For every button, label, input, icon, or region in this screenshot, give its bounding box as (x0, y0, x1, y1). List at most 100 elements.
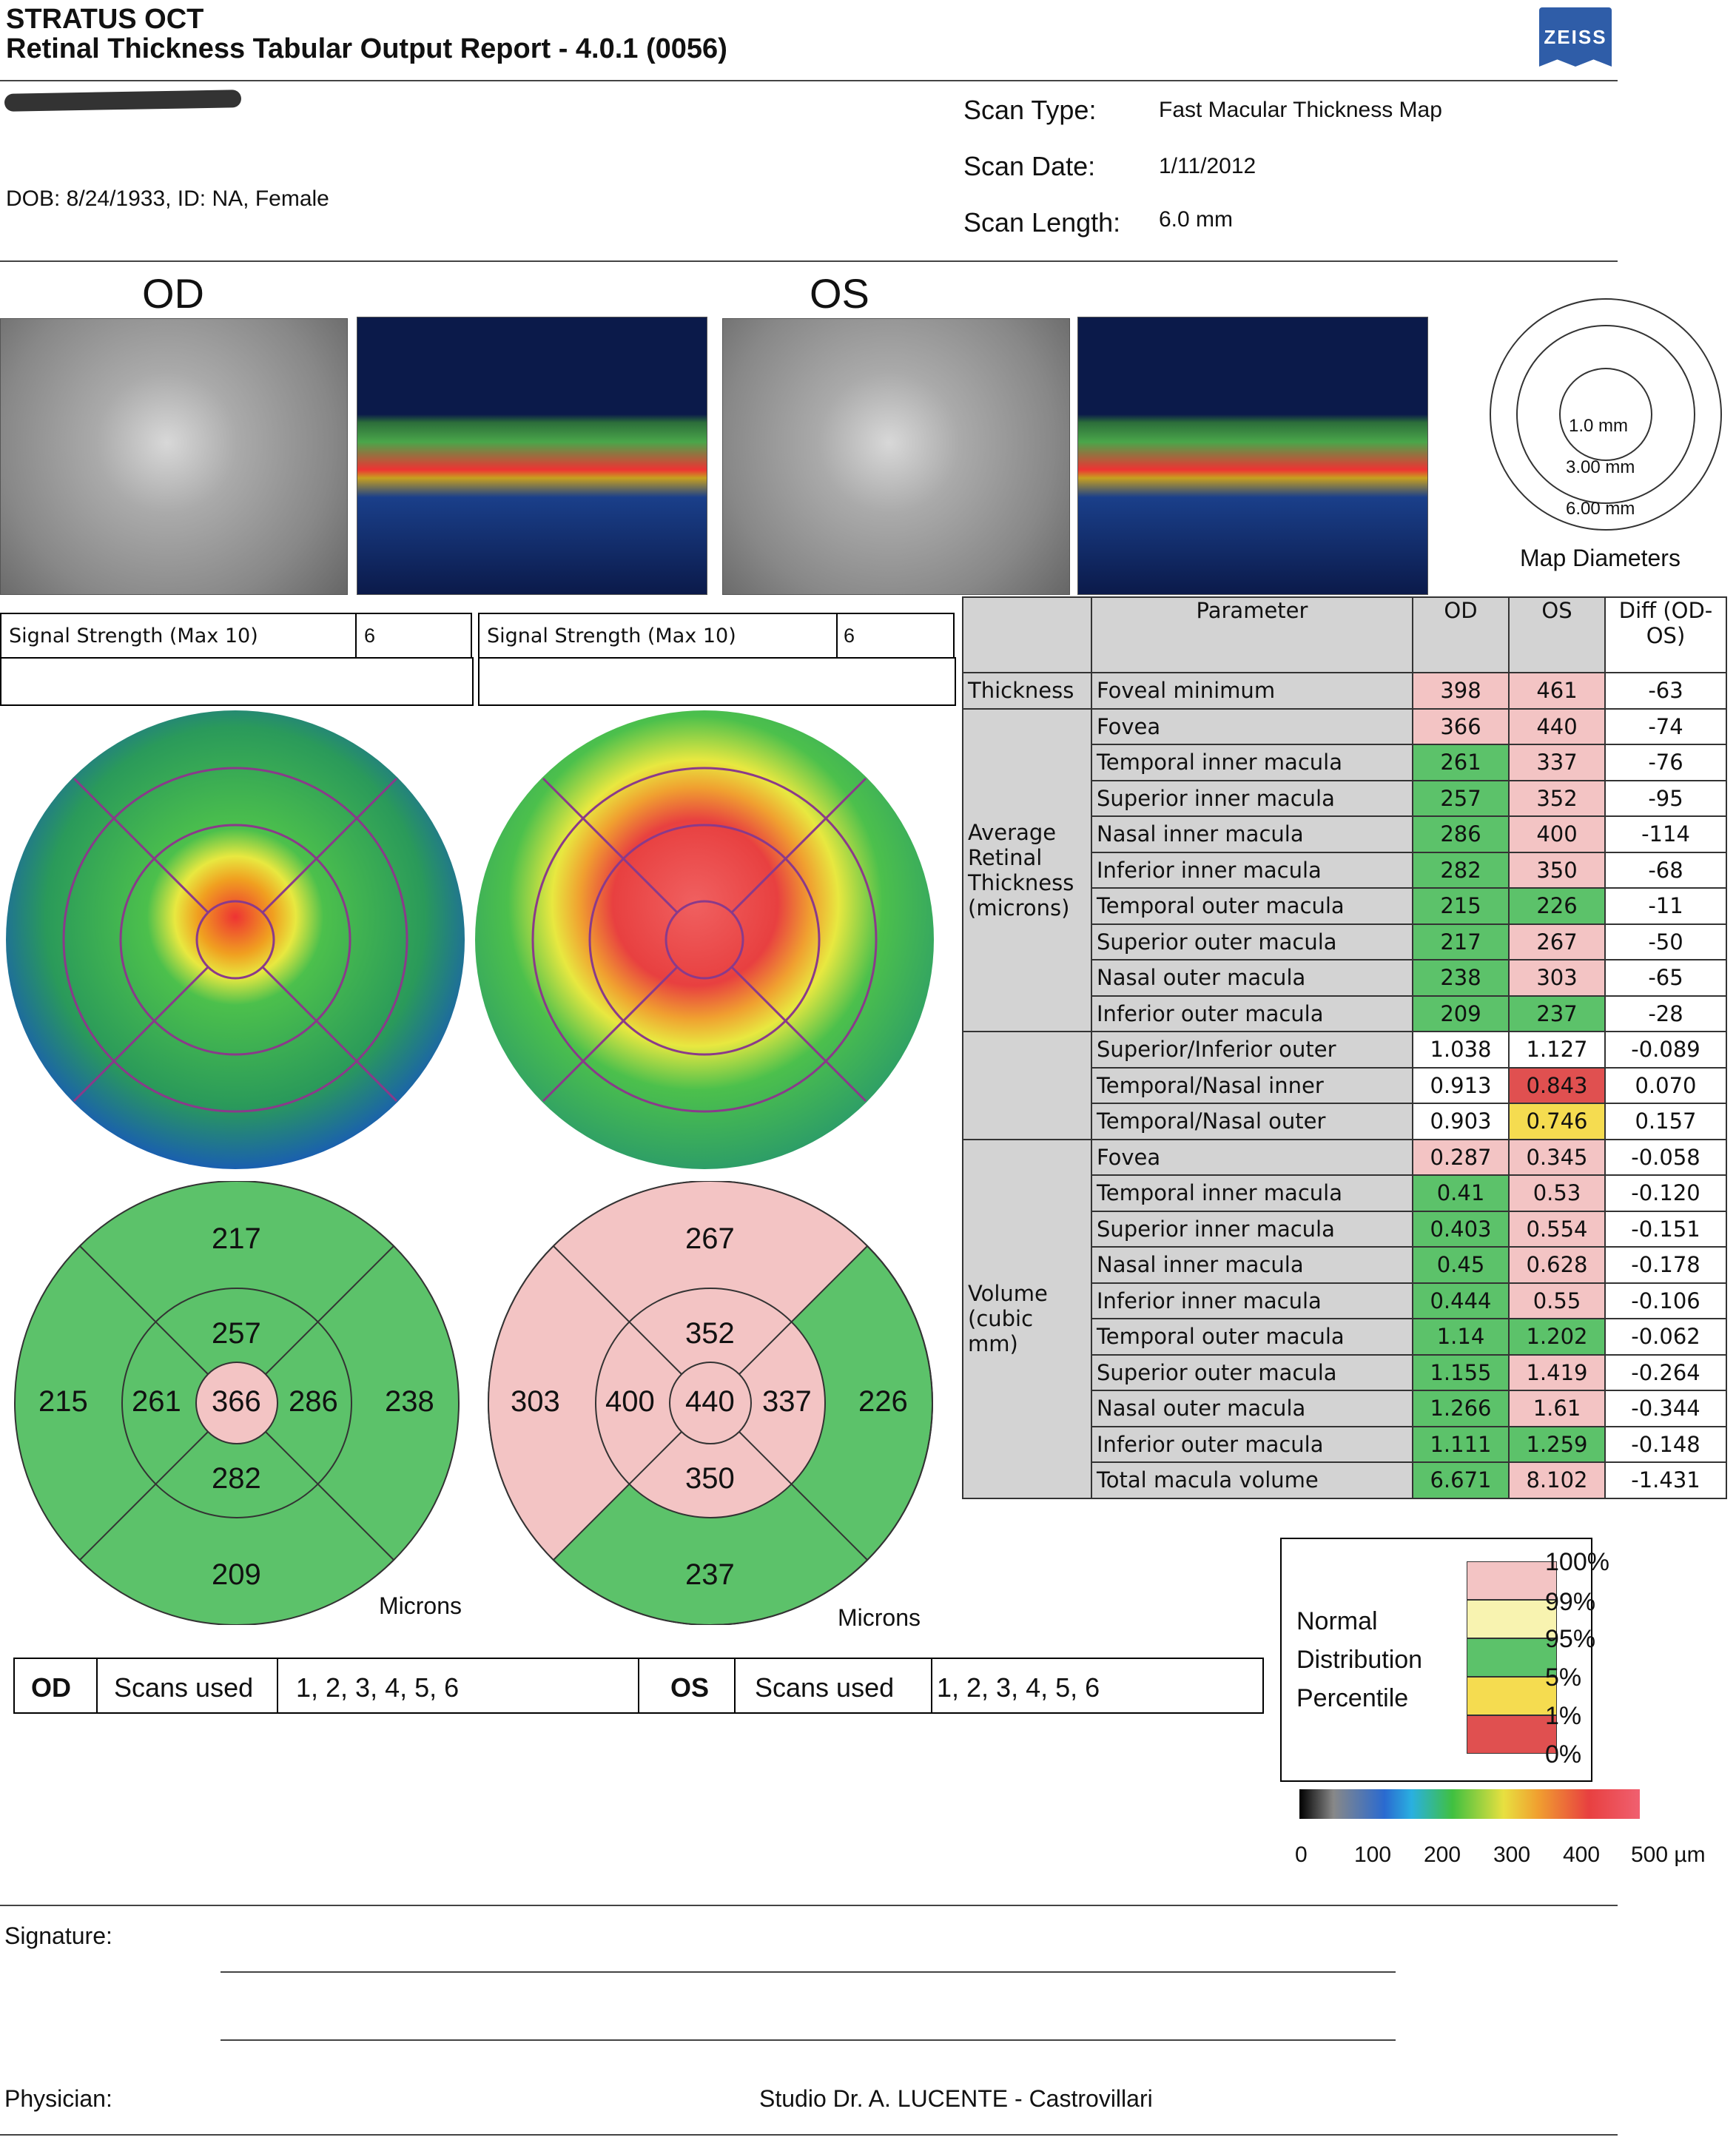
od-value-cell: 238 (1412, 959, 1510, 997)
scan-type-value: Fast Macular Thickness Map (1159, 98, 1442, 122)
os-value-cell: 440 (1508, 707, 1606, 745)
os-nasal-outer: 226 (858, 1385, 908, 1418)
od-value-cell: 217 (1412, 923, 1510, 960)
os-signal-box: Signal Strength (Max 10) 6 (478, 613, 855, 659)
signature-line-2 (221, 2039, 1396, 2041)
os-value-cell: 0.55 (1508, 1282, 1606, 1319)
scans-divider-1 (96, 1659, 98, 1712)
report-title: STRATUS OCT (6, 4, 204, 35)
os-signal-blank (478, 657, 956, 706)
parameter-cell: Fovea (1091, 707, 1413, 745)
parameter-cell: Fovea (1091, 1138, 1413, 1176)
group-average-thickness: Average Retinal Thickness (microns) (962, 707, 1092, 1032)
parameter-cell: Nasal inner macula (1091, 815, 1413, 853)
zeiss-logo: ZEISS (1539, 7, 1612, 67)
diff-value-cell: -0.058 (1604, 1138, 1727, 1176)
table-row: Nasal outer macula 238 303 -65 (963, 959, 1727, 997)
parameter-header: Parameter (1091, 596, 1413, 673)
table-row: Nasal inner macula 286 400 -114 (963, 815, 1727, 853)
diff-value-cell: -1.431 (1604, 1461, 1727, 1499)
os-signal-value: 6 (844, 625, 855, 647)
parameter-cell: Inferior inner macula (1091, 1282, 1413, 1319)
table-row: Superior/Inferior outer 1.038 1.127 -0.089 (962, 1031, 1727, 1140)
os-value-cell: 226 (1508, 887, 1606, 925)
od-value-cell: 0.903 (1412, 1103, 1510, 1140)
od-superior-inner: 257 (212, 1317, 261, 1350)
legend-99: 99% (1545, 1588, 1596, 1616)
footer-bottom-divider (0, 2134, 1618, 2136)
table-row: Temporal inner macula 0.41 0.53 -0.120 (963, 1174, 1727, 1212)
od-microns-unit: Microns (379, 1592, 462, 1619)
os-superior-inner: 352 (685, 1317, 735, 1350)
physician-label: Physician: (4, 2085, 112, 2112)
table-row: Temporal/Nasal outer 0.903 0.746 0.157 (963, 1103, 1727, 1140)
legend-1: 1% (1545, 1702, 1582, 1730)
scan-type-label: Scan Type: (963, 95, 1097, 125)
legend-swatch-0-1 (1467, 1715, 1557, 1754)
parameter-cell: Temporal/Nasal outer (1091, 1103, 1413, 1140)
group-header (962, 596, 1092, 673)
table-row: Volume (cubic mm) Fovea 0.287 0.345 -0.058 (962, 1138, 1727, 1499)
scans-divider-4 (734, 1659, 736, 1712)
os-temporal-outer: 303 (511, 1385, 560, 1418)
diff-value-cell: -0.344 (1604, 1390, 1727, 1427)
diff-value-cell: -0.178 (1604, 1246, 1727, 1284)
table-row: Superior outer macula 1.155 1.419 -0.264 (963, 1353, 1727, 1391)
od-inferior-outer: 209 (212, 1558, 261, 1591)
diff-value-cell: -68 (1604, 851, 1727, 889)
os-center: 440 (685, 1385, 735, 1418)
parameter-cell: Superior inner macula (1091, 1210, 1413, 1248)
diff-value-cell: -0.062 (1604, 1318, 1727, 1356)
od-value-cell: 1.111 (1412, 1425, 1510, 1463)
od-temporal-inner: 261 (132, 1385, 181, 1418)
parameter-cell: Temporal outer macula (1091, 1318, 1413, 1356)
scans-os-used-value: 1, 2, 3, 4, 5, 6 (937, 1672, 1100, 1703)
parameter-cell: Temporal/Nasal inner (1091, 1066, 1413, 1104)
od-value-cell: 1.155 (1412, 1353, 1510, 1391)
os-value-cell: 461 (1508, 672, 1606, 710)
legend-100: 100% (1545, 1548, 1609, 1576)
parameter-cell: Inferior inner macula (1091, 851, 1413, 889)
os-value-cell: 0.53 (1508, 1174, 1606, 1212)
scale-tick-100: 100 (1354, 1843, 1392, 1867)
parameter-cell: Temporal outer macula (1091, 887, 1413, 925)
od-value-cell: 282 (1412, 851, 1510, 889)
table-row: Nasal inner macula 0.45 0.628 -0.178 (963, 1246, 1727, 1284)
scale-tick-0: 0 (1295, 1843, 1308, 1867)
table-row: Temporal/Nasal inner 0.913 0.843 0.070 (963, 1066, 1727, 1104)
signature-line-1 (221, 1971, 1396, 1973)
os-value-cell: 350 (1508, 851, 1606, 889)
footer-divider (0, 1905, 1618, 1906)
os-superior-outer: 267 (685, 1222, 735, 1255)
diff-value-cell: -63 (1604, 672, 1727, 710)
os-value-cell: 0.746 (1508, 1103, 1606, 1140)
od-inferior-inner: 282 (212, 1462, 261, 1495)
legend-swatch-5-95 (1467, 1638, 1557, 1677)
scans-used-bar: OD Scans used 1, 2, 3, 4, 5, 6 OS Scans … (13, 1658, 1264, 1714)
diff-value-cell: 0.070 (1604, 1066, 1727, 1104)
diff-value-cell: -76 (1604, 744, 1727, 781)
parameter-cell: Superior/Inferior outer (1091, 1031, 1413, 1069)
od-center: 366 (212, 1385, 261, 1418)
table-row: Superior inner macula 257 352 -95 (963, 779, 1727, 817)
table-row: Superior outer macula 217 267 -50 (963, 923, 1727, 960)
od-fundus-image (0, 318, 348, 595)
physician-name: Studio Dr. A. LUCENTE - Castrovillari (759, 2085, 1153, 2112)
os-temporal-inner: 400 (605, 1385, 655, 1418)
scans-od-label: OD (31, 1672, 71, 1703)
percentile-legend (1280, 1538, 1592, 1782)
table-row: Average Retinal Thickness (microns) Fovea… (962, 707, 1727, 1032)
parameter-cell: Total macula volume (1091, 1461, 1413, 1499)
od-numeric-map (14, 1181, 460, 1625)
os-inferior-outer: 237 (685, 1558, 735, 1591)
parameter-cell: Nasal outer macula (1091, 959, 1413, 997)
os-fundus-image (722, 318, 1070, 595)
os-signal-label: Signal Strength (Max 10) (487, 625, 736, 647)
header-divider (0, 80, 1618, 81)
od-value-cell: 0.45 (1412, 1246, 1510, 1284)
map-diameters-title: Map Diameters (1520, 545, 1681, 571)
table-row: Superior inner macula 0.403 0.554 -0.151 (963, 1210, 1727, 1248)
scan-date-label: Scan Date: (963, 151, 1096, 181)
os-value-cell: 1.61 (1508, 1390, 1606, 1427)
os-value-cell: 0.628 (1508, 1246, 1606, 1284)
